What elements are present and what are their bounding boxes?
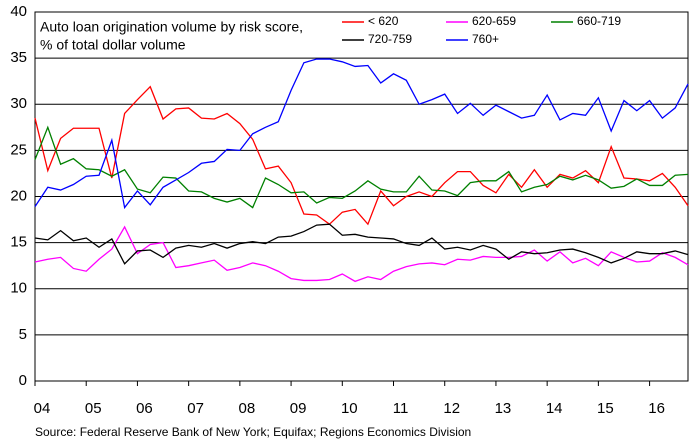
annotation: Auto loan origination volume by risk sco… [40, 19, 303, 35]
x-tick-label: 14 [546, 400, 563, 417]
legend-label: < 620 [368, 14, 399, 28]
x-tick-label: 06 [136, 400, 153, 417]
y-tick-label: 0 [19, 372, 27, 389]
x-tick-label: 11 [393, 400, 409, 417]
y-tick-label: 35 [10, 49, 27, 66]
y-tick-label: 40 [10, 3, 27, 20]
x-tick-label: 13 [495, 400, 512, 417]
series-line [34, 225, 689, 283]
source: Source: Federal Reserve Bank of New York… [35, 425, 471, 439]
x-tick-label: 10 [341, 400, 358, 417]
x-tick-label: 07 [187, 400, 204, 417]
y-tick-label: 30 [10, 95, 27, 112]
x-tick-label: 12 [443, 400, 460, 417]
plot-frame [34, 11, 689, 382]
legend-label: 620-659 [472, 14, 516, 28]
legend-label: 660-719 [577, 14, 621, 28]
x-tick-label: 15 [597, 400, 614, 417]
y-tick-label: 15 [10, 234, 27, 251]
y-tick-label: 20 [10, 187, 27, 204]
x-tick-label: 08 [239, 400, 256, 417]
y-tick-label: 25 [10, 141, 27, 158]
series-line [34, 85, 689, 226]
y-tick-label: 5 [19, 326, 27, 343]
y-tick-label: 10 [10, 280, 27, 297]
series-line [34, 58, 689, 210]
legend-label: 720-759 [368, 32, 412, 46]
series-line [34, 125, 689, 209]
x-tick-label: 09 [290, 400, 307, 417]
legend-label: 760+ [472, 32, 499, 46]
x-tick-label: 16 [648, 400, 665, 417]
annotation: % of total dollar volume [40, 37, 186, 53]
series-line [34, 223, 689, 265]
x-tick-label: 04 [34, 400, 51, 417]
x-tick-label: 05 [85, 400, 102, 417]
